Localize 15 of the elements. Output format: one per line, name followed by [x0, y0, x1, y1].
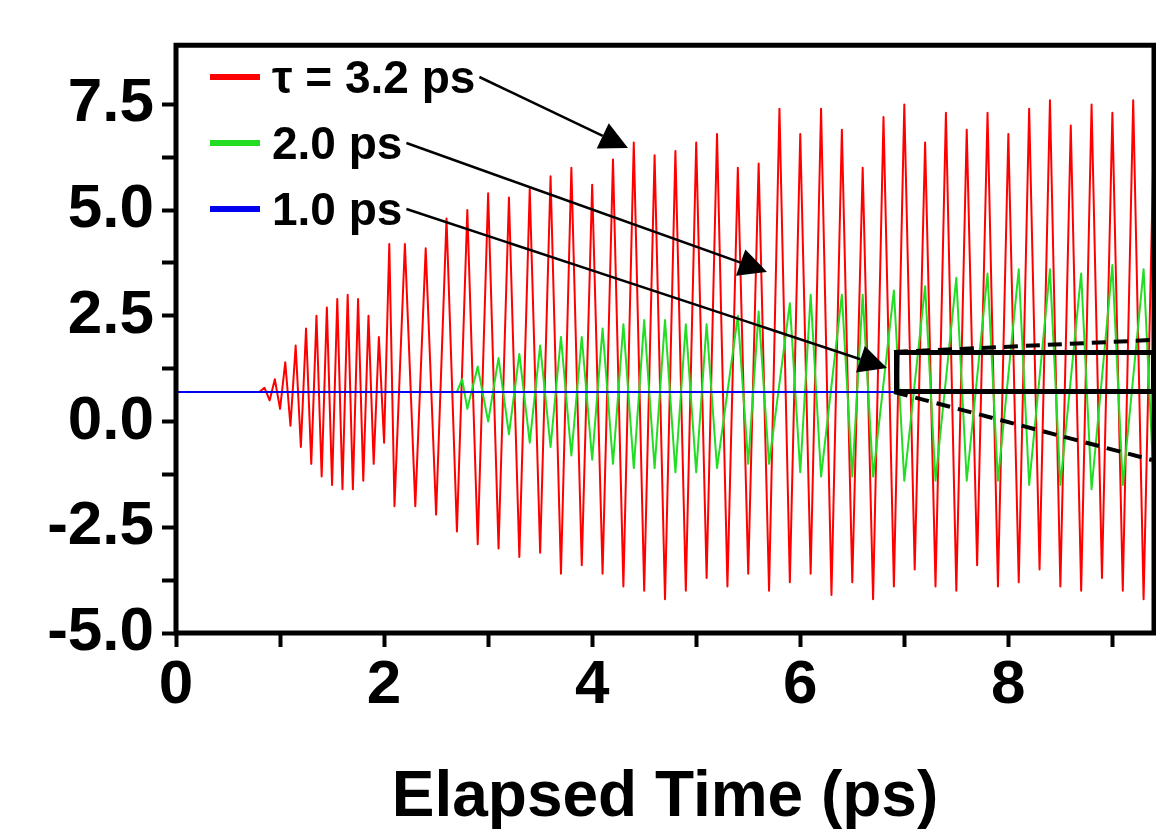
y-tick-label: 2.5	[67, 276, 154, 346]
x-tick-label: 0	[158, 647, 194, 717]
legend-label: 1.0 ps	[272, 182, 403, 237]
x-tick-label: 4	[574, 647, 610, 717]
x-tick-label: 8	[991, 647, 1026, 717]
y-tick-label: 0.0	[67, 382, 154, 452]
y-tick-label: -5.0	[47, 594, 154, 664]
y-tick-label: -2.5	[47, 488, 154, 558]
x-axis-title: Elapsed Time (ps)	[391, 758, 939, 831]
legend-label: τ = 3.2 ps	[272, 50, 476, 105]
x-tick-label: 2	[366, 647, 402, 717]
y-tick-label: 7.5	[67, 65, 154, 135]
x-tick-label: 6	[783, 647, 818, 717]
y-tick-label: 5.0	[67, 171, 154, 241]
legend-label: 2.0 ps	[272, 116, 403, 171]
